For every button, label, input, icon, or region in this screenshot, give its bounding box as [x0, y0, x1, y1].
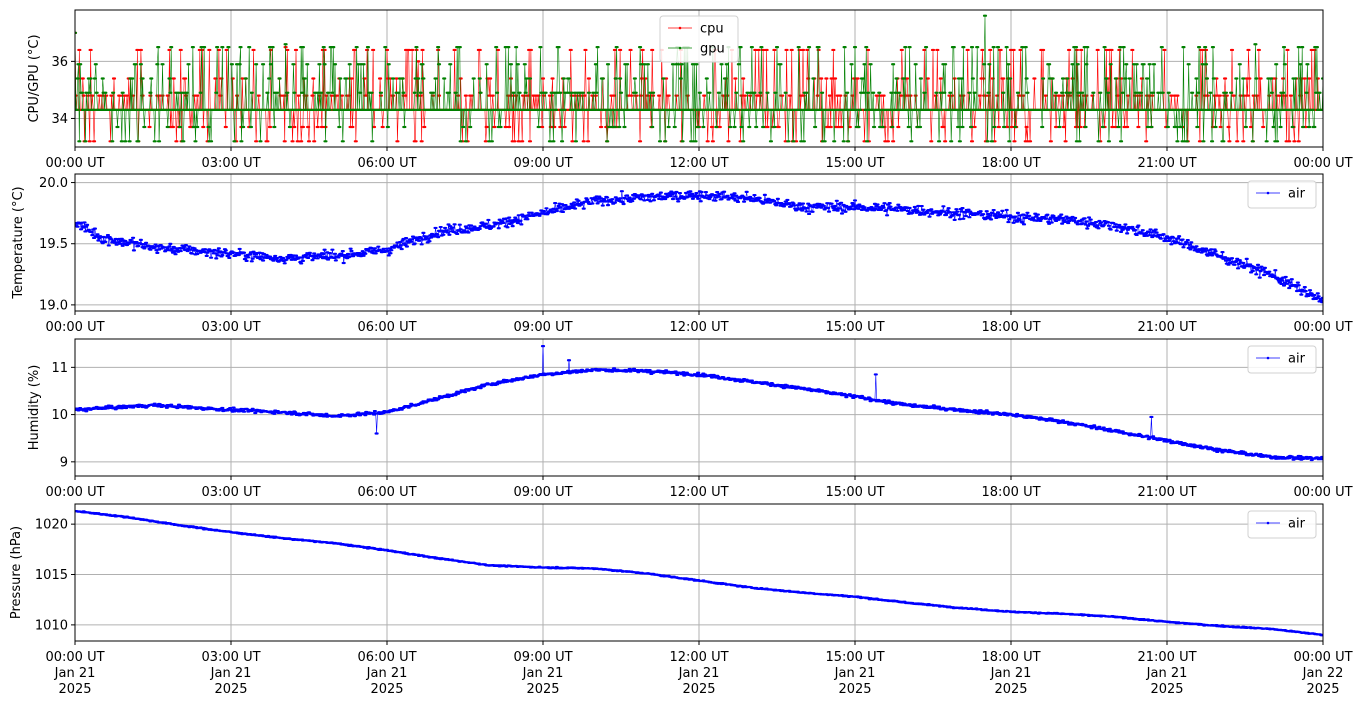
x-tick-label: 18:00 UT Jan 21 2025: [981, 650, 1040, 697]
panel-4: 1010 1015 1020 00:00 UT Jan 21 2025 03:00 UT Ja…: [9, 503, 1353, 697]
y-tick-label: 10: [51, 408, 68, 423]
x-tick-label: 00:00 UT: [45, 320, 104, 335]
y-axis-label: Humidity (%): [27, 365, 42, 451]
legend-label-gpu: gpu: [700, 42, 725, 57]
x-tick-label: 06:00 UT: [357, 320, 416, 335]
legend-marker-air: [1266, 356, 1270, 360]
series-air: [75, 510, 1323, 637]
x-tick-label: 00:00 UT: [1293, 156, 1352, 171]
y-tick-label: 9: [60, 455, 68, 470]
x-tick-label: 18:00 UT: [981, 485, 1040, 500]
y-tick-label: 19.0: [39, 298, 68, 313]
x-tick-label: 15:00 UT: [825, 156, 884, 171]
x-tick-label: 12:00 UT: [669, 156, 728, 171]
x-tick-label: 18:00 UT: [981, 156, 1040, 171]
x-tick-label: 09:00 UT: [513, 156, 572, 171]
x-tick-label: 00:00 UT: [45, 156, 104, 171]
x-tick-label: 03:00 UT: [201, 485, 260, 500]
x-tick-label: 21:00 UT: [1137, 485, 1196, 500]
panel-3: 9 10 11 00:00 UT 03:00 UT 06:00 UT 09:00 UT 12:…: [27, 338, 1353, 500]
x-tick-label: 03:00 UT: [201, 320, 260, 335]
x-tick-label: 21:00 UT Jan 21 2025: [1137, 650, 1196, 697]
x-tick-label: 15:00 UT Jan 21 2025: [825, 650, 884, 697]
series-markers-air: [75, 344, 1323, 462]
x-tick-label: 06:00 UT: [357, 156, 416, 171]
legend-box: [1247, 180, 1317, 209]
series-air: [75, 190, 1323, 304]
x-tick-label: 12:00 UT Jan 21 2025: [669, 650, 728, 697]
y-tick-label: 1020: [35, 518, 68, 533]
x-tick-label: 15:00 UT: [825, 320, 884, 335]
y-axis-label: Pressure (hPa): [9, 526, 24, 619]
legend-label-air: air: [1288, 187, 1306, 202]
x-tick-label: 18:00 UT: [981, 320, 1040, 335]
x-tick-label: 12:00 UT: [669, 320, 728, 335]
series-markers-gpu: [75, 14, 1323, 143]
legend: air: [1247, 510, 1317, 539]
x-tick-label: 03:00 UT: [201, 156, 260, 171]
legend-label-air: air: [1288, 352, 1306, 367]
y-axis-label: CPU/GPU (°C): [27, 34, 42, 122]
x-tick-label: 21:00 UT: [1137, 156, 1196, 171]
y-axis-label: Temperature (°C): [11, 186, 26, 299]
legend-marker-air: [1266, 191, 1270, 195]
x-tick-label: 00:00 UT: [1293, 485, 1352, 500]
series-markers-air: [75, 190, 1323, 304]
y-tick-label: 34: [51, 112, 68, 127]
legend: cpu gpu: [659, 15, 739, 63]
series-air: [75, 344, 1323, 462]
x-tick-label: 09:00 UT: [513, 485, 572, 500]
legend-marker-cpu: [678, 26, 682, 30]
x-tick-label: 06:00 UT Jan 21 2025: [357, 650, 416, 697]
x-tick-label: 21:00 UT: [1137, 320, 1196, 335]
legend-label-cpu: cpu: [700, 22, 724, 37]
x-tick-label: 00:00 UT: [45, 485, 104, 500]
x-tick-label: 09:00 UT: [513, 320, 572, 335]
x-tick-label: 06:00 UT: [357, 485, 416, 500]
y-tick-label: 36: [51, 55, 68, 70]
y-tick-label: 19.5: [39, 237, 68, 252]
legend: air: [1247, 180, 1317, 209]
legend-marker-gpu: [678, 46, 682, 50]
y-tick-label: 20.0: [39, 176, 68, 191]
x-tick-label: 09:00 UT Jan 21 2025: [513, 650, 572, 697]
y-tick-label: 11: [51, 361, 68, 376]
x-tick-label: 15:00 UT: [825, 485, 884, 500]
x-tick-label: 00:00 UT: [1293, 320, 1352, 335]
legend-box: [1247, 345, 1317, 374]
legend: air: [1247, 345, 1317, 374]
x-tick-label: 03:00 UT Jan 21 2025: [201, 650, 260, 697]
series-gpu: [75, 14, 1323, 143]
legend-marker-air: [1266, 521, 1270, 525]
legend-box: [1247, 510, 1317, 539]
y-tick-label: 1010: [35, 618, 68, 633]
x-tick-label: 12:00 UT: [669, 485, 728, 500]
legend-box: [659, 15, 739, 63]
series-markers-air: [75, 510, 1323, 637]
panel-1: 34 36 00:00 UT 03:00 UT 06:00 UT 09:00 UT 12:0…: [27, 9, 1353, 171]
legend-label-air: air: [1288, 517, 1306, 532]
x-tick-label: 00:00 UT Jan 22 2025: [1293, 650, 1352, 697]
panel-2: 19.0 19.5 20.0 00:00 UT 03:00 UT 06:00 UT 09:0…: [11, 173, 1353, 335]
y-tick-label: 1015: [35, 568, 68, 583]
x-tick-label: 00:00 UT Jan 21 2025: [45, 650, 104, 697]
